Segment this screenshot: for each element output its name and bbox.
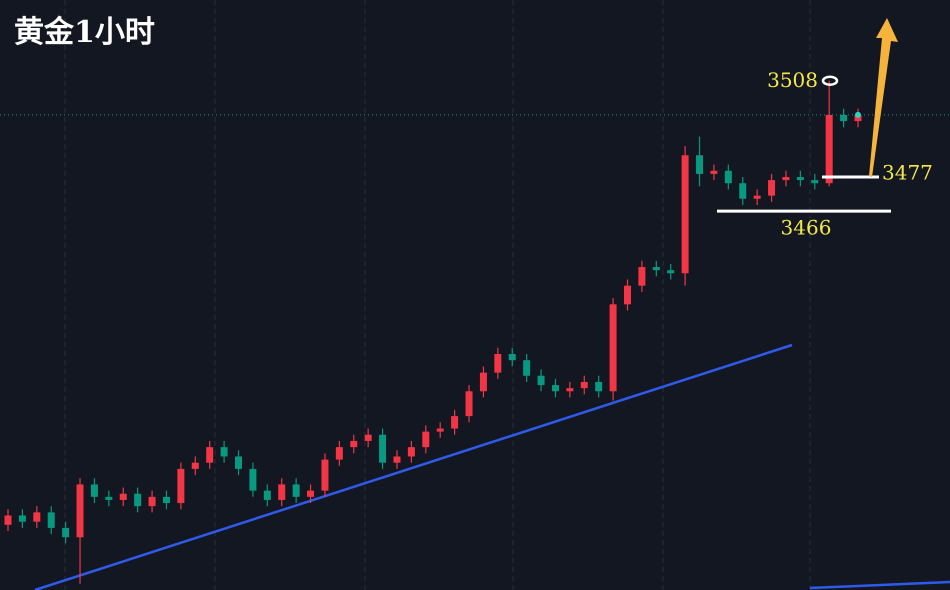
candle-body bbox=[105, 496, 113, 500]
candle-body bbox=[451, 416, 459, 429]
candle-body bbox=[566, 388, 574, 392]
candle-body bbox=[335, 447, 343, 460]
candle-body bbox=[191, 462, 199, 469]
candle-body bbox=[840, 114, 848, 122]
candle-body bbox=[465, 391, 473, 417]
candle-body bbox=[811, 180, 819, 184]
candle-body bbox=[753, 195, 761, 199]
candles bbox=[4, 80, 862, 584]
candle-body bbox=[76, 484, 84, 538]
candle-body bbox=[47, 512, 55, 528]
candle-body bbox=[4, 515, 12, 525]
candle-body bbox=[90, 484, 98, 497]
candle-body bbox=[350, 440, 358, 448]
candle-body bbox=[623, 285, 631, 305]
last-price-dot bbox=[855, 111, 861, 118]
chart-title: 黄金1小时 bbox=[14, 15, 155, 50]
candle-body bbox=[33, 512, 41, 522]
candle-body bbox=[523, 360, 531, 376]
candle-body bbox=[162, 496, 170, 504]
candle-body bbox=[18, 515, 26, 522]
candle-body bbox=[62, 527, 70, 538]
candle-body bbox=[177, 468, 185, 504]
candle-body bbox=[134, 493, 142, 507]
candle-body bbox=[119, 493, 127, 500]
trend-line bbox=[809, 580, 950, 590]
candle-body bbox=[407, 447, 415, 457]
candle-body bbox=[696, 155, 704, 174]
candle-body bbox=[681, 155, 689, 274]
candle-body bbox=[854, 114, 862, 122]
candle-body bbox=[508, 354, 516, 361]
level-marker bbox=[821, 75, 839, 86]
candle-body bbox=[537, 375, 545, 386]
candle-body bbox=[609, 304, 617, 392]
candle-body bbox=[235, 456, 243, 469]
candle-body bbox=[321, 459, 329, 491]
candle-body bbox=[494, 354, 502, 373]
level-label: 3477 bbox=[882, 161, 933, 185]
candle-body bbox=[393, 456, 401, 463]
candle-body bbox=[652, 267, 660, 271]
candle-body bbox=[278, 484, 286, 500]
candle-body bbox=[148, 496, 156, 507]
candle-body bbox=[825, 114, 833, 184]
candle-body bbox=[580, 381, 588, 389]
candle-body bbox=[782, 177, 790, 181]
candle-body bbox=[206, 447, 214, 463]
candle-body bbox=[724, 170, 732, 184]
level-label: 3508 bbox=[767, 68, 818, 92]
candle-body bbox=[710, 170, 718, 174]
level-label: 3466 bbox=[781, 216, 832, 240]
candle-body bbox=[292, 484, 300, 497]
candle-body bbox=[638, 267, 646, 286]
candle-body bbox=[249, 468, 257, 491]
candle-body bbox=[667, 270, 675, 274]
candle-body bbox=[263, 490, 271, 500]
candle-body bbox=[739, 183, 747, 199]
candle-body bbox=[595, 381, 603, 392]
candle-body bbox=[364, 434, 372, 441]
candle-body bbox=[379, 434, 387, 463]
candle-body bbox=[436, 428, 444, 432]
candle-body bbox=[551, 385, 559, 392]
candle-body bbox=[307, 490, 315, 497]
up-arrow bbox=[869, 18, 898, 177]
trend-line bbox=[34, 343, 793, 590]
candle-body bbox=[479, 372, 487, 392]
candle-body bbox=[220, 447, 228, 457]
candle-body bbox=[796, 177, 804, 181]
candle-body bbox=[422, 431, 430, 448]
candle-body bbox=[768, 180, 776, 196]
